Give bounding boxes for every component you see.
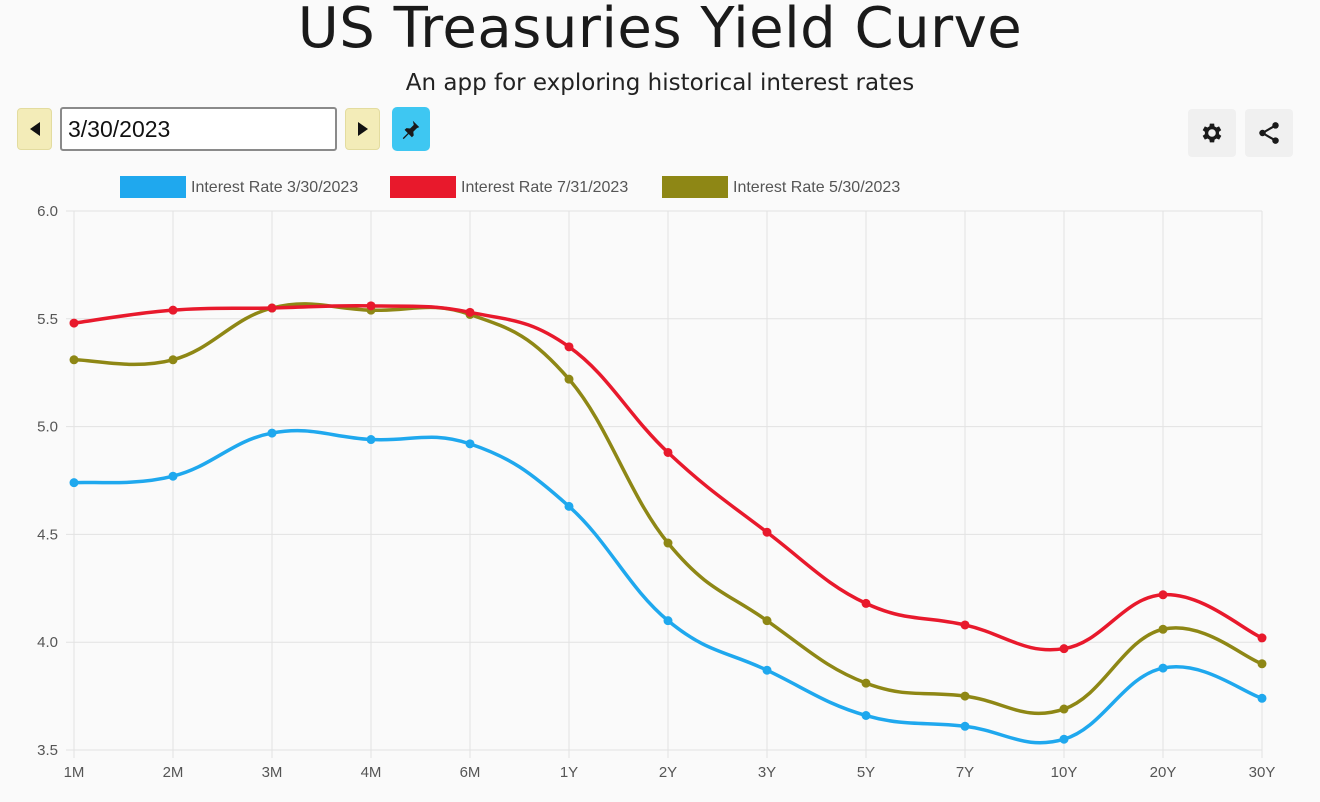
data-point bbox=[366, 435, 376, 445]
data-point bbox=[663, 616, 673, 626]
y-tick-label: 4.0 bbox=[37, 634, 58, 651]
data-point bbox=[861, 711, 871, 721]
page-title: US Treasuries Yield Curve bbox=[297, 0, 1023, 61]
data-point bbox=[1059, 734, 1069, 744]
settings-button[interactable] bbox=[1188, 109, 1236, 157]
data-point bbox=[69, 355, 79, 365]
data-point bbox=[1059, 704, 1069, 714]
data-point bbox=[168, 305, 178, 315]
data-point bbox=[267, 303, 277, 313]
previous-date-button[interactable] bbox=[17, 108, 52, 150]
data-point bbox=[861, 598, 871, 608]
legend-swatch bbox=[120, 176, 186, 198]
x-tick-label: 5Y bbox=[857, 764, 875, 781]
triangle-right-icon bbox=[357, 122, 368, 136]
data-point bbox=[69, 318, 79, 328]
x-tick-label: 3M bbox=[262, 764, 283, 781]
data-point bbox=[960, 620, 970, 630]
y-tick-label: 4.5 bbox=[37, 526, 58, 543]
next-date-button[interactable] bbox=[345, 108, 380, 150]
y-tick-label: 3.5 bbox=[37, 742, 58, 759]
yield-curve-chart: Interest Rate 3/30/2023 Interest Rate 7/3… bbox=[37, 176, 1275, 781]
legend-swatch bbox=[662, 176, 728, 198]
legend-label: Interest Rate 7/31/2023 bbox=[461, 179, 628, 196]
x-tick-label: 1Y bbox=[560, 764, 578, 781]
page-subtitle: An app for exploring historical interest… bbox=[405, 70, 915, 96]
legend-label: Interest Rate 3/30/2023 bbox=[191, 179, 358, 196]
x-tick-label: 2M bbox=[163, 764, 184, 781]
x-tick-label: 20Y bbox=[1150, 764, 1177, 781]
data-point bbox=[564, 501, 574, 511]
data-point bbox=[564, 374, 574, 384]
data-point bbox=[1257, 633, 1267, 643]
x-tick-label: 1M bbox=[64, 764, 85, 781]
data-point bbox=[663, 447, 673, 457]
date-toolbar bbox=[17, 107, 430, 151]
data-point bbox=[762, 527, 772, 537]
share-icon bbox=[1259, 122, 1279, 144]
data-point bbox=[366, 301, 376, 311]
data-point bbox=[1158, 590, 1168, 600]
y-tick-label: 5.5 bbox=[37, 311, 58, 328]
chart-grid bbox=[66, 210, 1263, 758]
data-point bbox=[960, 691, 970, 701]
legend-swatch bbox=[390, 176, 456, 198]
y-tick-label: 6.0 bbox=[37, 203, 58, 220]
x-tick-label: 7Y bbox=[956, 764, 974, 781]
x-tick-label: 10Y bbox=[1051, 764, 1078, 781]
data-point bbox=[762, 665, 772, 675]
data-point bbox=[168, 355, 178, 365]
x-tick-label: 3Y bbox=[758, 764, 776, 781]
x-tick-label: 30Y bbox=[1249, 764, 1276, 781]
x-tick-label: 6M bbox=[460, 764, 481, 781]
data-point bbox=[663, 538, 673, 548]
chart-series bbox=[69, 301, 1267, 745]
x-tick-label: 4M bbox=[361, 764, 382, 781]
pin-button[interactable] bbox=[392, 107, 430, 151]
data-point bbox=[1257, 693, 1267, 703]
data-point bbox=[1158, 663, 1168, 673]
data-point bbox=[69, 478, 79, 488]
x-tick-label: 2Y bbox=[659, 764, 677, 781]
pin-icon bbox=[402, 120, 420, 140]
data-point bbox=[960, 721, 970, 731]
legend-label: Interest Rate 5/30/2023 bbox=[733, 179, 900, 196]
data-point bbox=[267, 428, 277, 438]
y-tick-label: 5.0 bbox=[37, 419, 58, 436]
data-point bbox=[168, 471, 178, 481]
gear-icon bbox=[1202, 123, 1222, 143]
data-point bbox=[861, 678, 871, 688]
date-input[interactable] bbox=[60, 107, 337, 151]
data-point bbox=[1059, 644, 1069, 654]
data-point bbox=[1158, 624, 1168, 634]
data-point bbox=[1257, 659, 1267, 669]
chart-legend: Interest Rate 3/30/2023 Interest Rate 7/3… bbox=[120, 176, 900, 198]
share-button[interactable] bbox=[1245, 109, 1293, 157]
data-point bbox=[564, 342, 574, 352]
data-point bbox=[465, 439, 475, 449]
data-point bbox=[762, 616, 772, 626]
data-point bbox=[465, 307, 475, 317]
triangle-left-icon bbox=[29, 122, 40, 136]
chart-axes: 6.0 5.5 5.0 4.5 4.0 3.5 1M 2M 3M 4M 6M 1Y 2Y 3Y 5Y 7Y 10… bbox=[37, 203, 1275, 781]
